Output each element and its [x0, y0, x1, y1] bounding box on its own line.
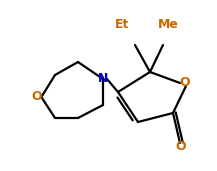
- Text: Et: Et: [115, 18, 129, 31]
- Text: Me: Me: [158, 18, 178, 31]
- Text: N: N: [98, 73, 108, 86]
- Text: O: O: [32, 90, 42, 103]
- Text: O: O: [180, 76, 190, 89]
- Text: O: O: [176, 140, 186, 153]
